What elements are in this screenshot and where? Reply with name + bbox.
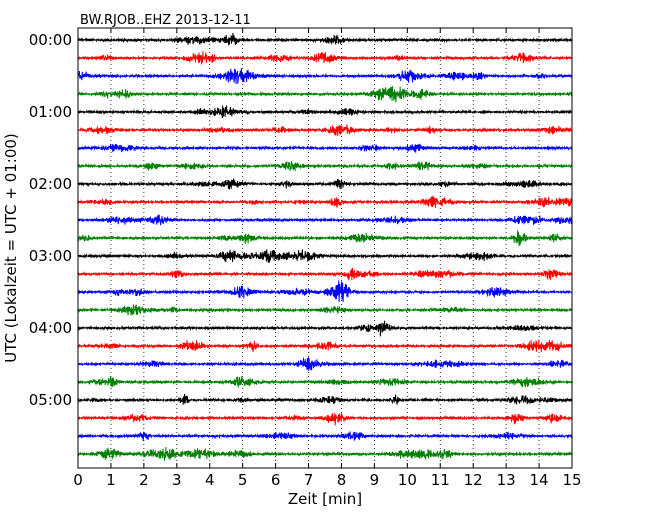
y-axis-ticks: 00:00 01:00 02:00 03:00 04:00 05:00 <box>29 31 572 409</box>
trace-line <box>77 413 573 426</box>
x-tick-label: 1 <box>106 471 116 489</box>
y-tick-label: 05:00 <box>29 391 72 409</box>
trace-line <box>77 376 573 388</box>
plot-frame <box>77 27 573 469</box>
y-tick-label: 04:00 <box>29 319 72 337</box>
trace-line <box>77 249 573 263</box>
trace-line <box>77 214 573 226</box>
chart-title: BW.RJOB..EHZ 2013-12-11 <box>80 13 251 28</box>
x-tick-label: 2 <box>139 471 149 489</box>
trace-line <box>77 267 573 281</box>
x-tick-label: 0 <box>73 471 83 489</box>
trace-line <box>77 85 573 103</box>
trace-line <box>77 304 573 316</box>
x-tick-label: 9 <box>370 471 380 489</box>
x-tick-label: 12 <box>464 471 483 489</box>
x-axis-ticks: 0 1 2 3 4 5 6 7 8 9 10 11 12 13 14 15 <box>73 28 582 489</box>
trace-line <box>77 105 573 118</box>
trace-line <box>77 230 573 247</box>
x-tick-label: 15 <box>562 471 581 489</box>
trace-line <box>77 431 573 442</box>
trace-line <box>77 178 573 190</box>
trace-line <box>77 280 573 303</box>
x-tick-label: 10 <box>398 471 417 489</box>
x-tick-label: 6 <box>271 471 281 489</box>
y-tick-label: 02:00 <box>29 175 72 193</box>
y-tick-label: 00:00 <box>29 31 72 49</box>
x-tick-label: 3 <box>172 471 182 489</box>
trace-line <box>77 68 573 85</box>
x-tick-label: 14 <box>530 471 549 489</box>
trace-line <box>77 195 573 208</box>
trace-line <box>77 51 573 65</box>
grid-lines <box>110 28 540 468</box>
x-axis-label: Zeit [min] <box>288 490 362 508</box>
trace-line <box>77 160 573 172</box>
x-tick-label: 8 <box>337 471 347 489</box>
trace-line <box>77 339 573 353</box>
y-tick-label: 03:00 <box>29 247 72 265</box>
trace-line <box>77 446 573 461</box>
trace-line <box>77 32 573 46</box>
y-axis-label: UTC (Lokalzeit = UTC + 01:00) <box>2 133 20 363</box>
trace-line <box>77 393 573 405</box>
trace-layer <box>77 32 573 461</box>
x-tick-label: 13 <box>497 471 516 489</box>
trace-line <box>77 320 573 337</box>
y-tick-label: 01:00 <box>29 103 72 121</box>
x-tick-label: 7 <box>304 471 314 489</box>
x-tick-label: 5 <box>238 471 248 489</box>
x-tick-label: 4 <box>205 471 215 489</box>
trace-line <box>77 357 573 371</box>
trace-line <box>77 143 573 153</box>
trace-line <box>77 124 573 137</box>
x-tick-label: 11 <box>431 471 450 489</box>
